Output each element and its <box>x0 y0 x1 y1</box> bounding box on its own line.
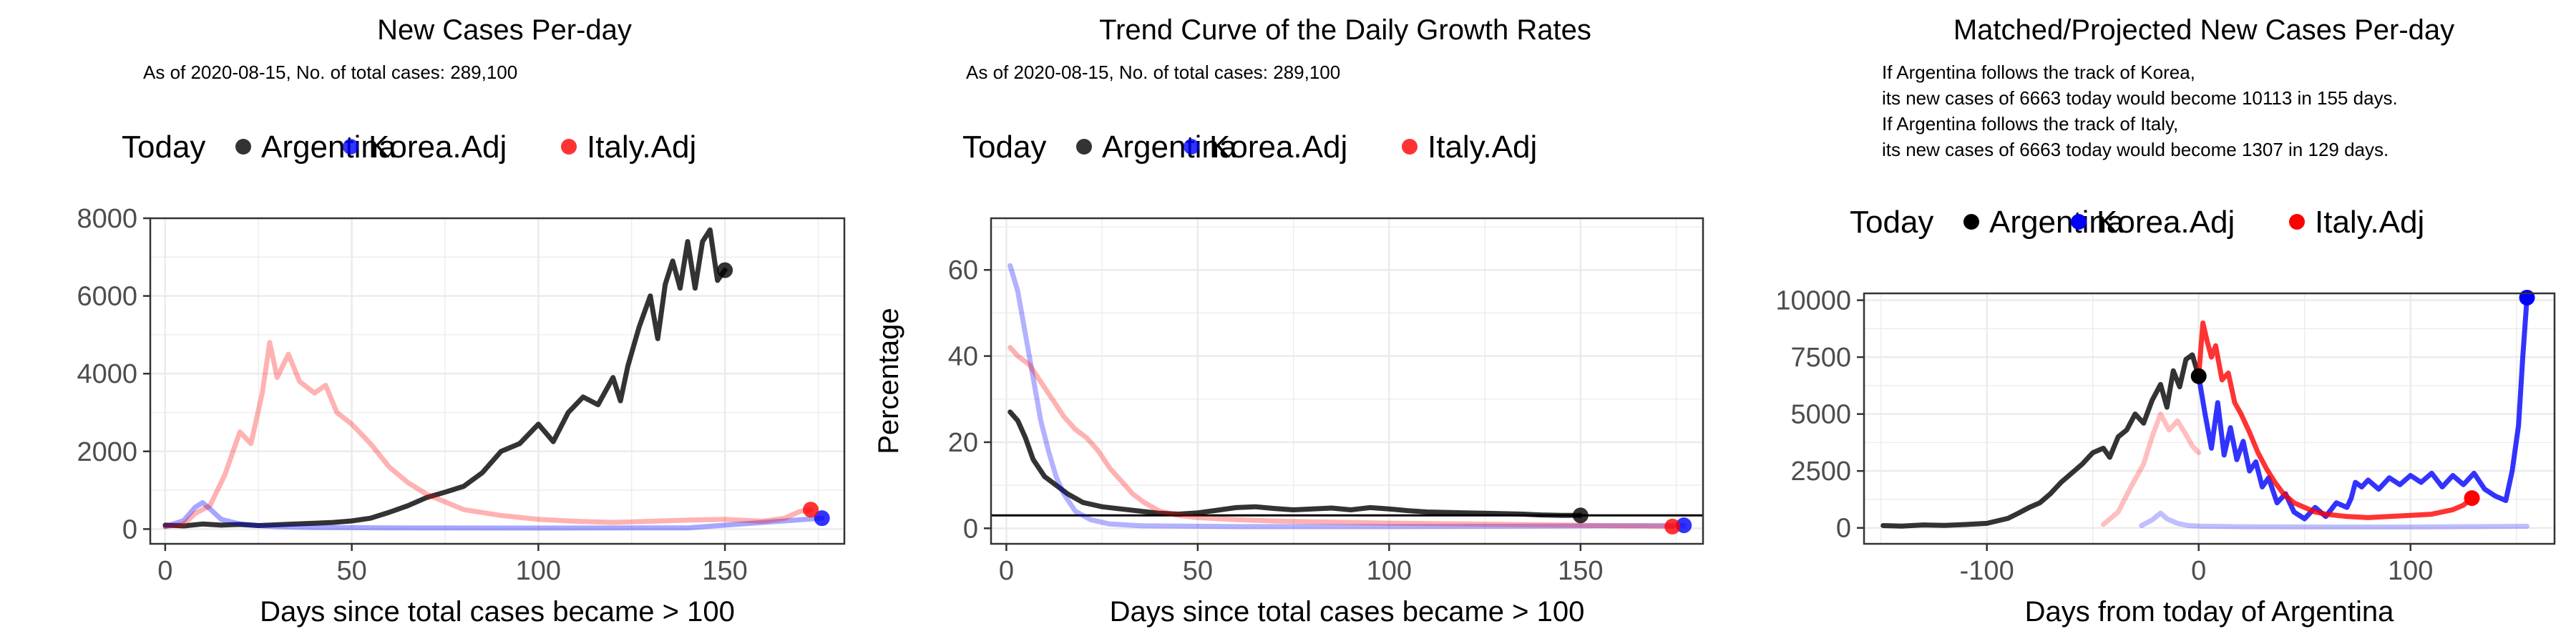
plot-area <box>150 218 844 544</box>
legend-key-argentina <box>235 139 251 155</box>
today-point-argentina <box>1572 507 1589 524</box>
legend-label-argentina: Argentina <box>1102 130 1237 165</box>
today-point-argentina <box>717 262 733 278</box>
legend-key-italy-adj <box>561 139 577 155</box>
series-lines <box>1008 263 1687 530</box>
gridlines <box>150 218 844 544</box>
plot-area <box>1864 293 2555 544</box>
legend-key-argentina <box>1076 139 1092 155</box>
series-line-korea-adj-projected <box>2196 295 2529 522</box>
series-line-italy-adj <box>162 340 814 530</box>
y-tick-label: 5000 <box>1790 400 1851 430</box>
legend-label-argentina: Argentina <box>261 130 396 165</box>
chart-title: Trend Curve of the Daily Growth Rates <box>1099 14 1591 46</box>
today-point-italy-adj-projected <box>2464 490 2480 507</box>
legend-label-korea-adj: Korea.Adj <box>1209 130 1347 165</box>
y-tick-label: 40 <box>948 342 978 372</box>
chart-title: New Cases Per-day <box>377 14 632 46</box>
today-point-korea-adj <box>1676 517 1692 534</box>
y-tick-label: 0 <box>122 514 137 545</box>
today-point-italy-adj <box>1664 518 1681 535</box>
series-line-argentina-observed <box>1880 352 2202 529</box>
legend-key-italy-adj <box>1402 139 1418 155</box>
legend-key-korea-adj <box>2071 214 2087 230</box>
legend-title: Today <box>1850 205 1933 240</box>
x-tick-label: 0 <box>157 556 172 586</box>
series-line-korea-adj <box>1008 263 1687 530</box>
chart-subtitle-line: As of 2020-08-15, No. of total cases: 28… <box>143 62 517 83</box>
x-tick-label: 0 <box>2191 556 2206 586</box>
series-line-korea-adj-matched <box>2139 510 2529 530</box>
y-tick-label: 4000 <box>77 359 137 389</box>
chart-title: Matched/Projected New Cases Per-day <box>1953 14 2454 46</box>
y-tick-label: 2000 <box>77 437 137 467</box>
x-tick-label: 100 <box>1367 556 1412 586</box>
x-tick-label: 150 <box>1558 556 1603 586</box>
chart-subtitle-line: its new cases of 6663 today would become… <box>1882 87 2398 109</box>
legend-label-korea-adj: Korea.Adj <box>369 130 507 165</box>
x-axis-label: Days from today of Argentina <box>2025 596 2395 628</box>
series-lines <box>1880 295 2529 530</box>
gridlines <box>1864 293 2555 544</box>
x-tick-label: 0 <box>999 556 1014 586</box>
y-tick-label: 8000 <box>77 204 137 234</box>
legend-key-argentina <box>1963 214 1979 230</box>
y-tick-label: 6000 <box>77 282 137 312</box>
legend-title: Today <box>122 130 205 165</box>
chart-subtitle-line: If Argentina follows the track of Korea, <box>1882 62 2195 83</box>
y-tick-label: 60 <box>948 255 978 286</box>
plot-frame <box>1863 292 2556 545</box>
x-tick-label: 100 <box>516 556 561 586</box>
plot-frame <box>990 217 1704 545</box>
chart-subtitle-line: If Argentina follows the track of Italy, <box>1882 113 2178 135</box>
legend-key-italy-adj <box>2289 214 2305 230</box>
y-tick-label: 0 <box>963 514 978 544</box>
series-line-korea-adj <box>162 499 825 531</box>
x-tick-label: 50 <box>336 556 366 586</box>
chart-subtitle-line: As of 2020-08-15, No. of total cases: 28… <box>966 62 1340 83</box>
legend-label-argentina: Argentina <box>1989 205 2124 240</box>
y-tick-label: 0 <box>1836 514 1851 544</box>
chart-panel-2: Trend Curve of the Daily Growth Rates As … <box>873 14 1704 628</box>
today-point-italy-adj <box>803 502 819 518</box>
today-point-korea-adj <box>814 510 830 527</box>
legend-label-korea-adj: Korea.Adj <box>2097 205 2235 240</box>
x-axis-label: Days since total cases became > 100 <box>1110 596 1585 628</box>
today-point-korea-adj-projected <box>2519 289 2535 306</box>
y-tick-label: 2500 <box>1790 457 1851 487</box>
series-line-argentina <box>162 227 728 529</box>
chart-subtitle-line: its new cases of 6663 today would become… <box>1882 139 2389 160</box>
series-line-italy-adj <box>1008 345 1675 530</box>
legend-title: Today <box>962 130 1046 165</box>
x-tick-label: 150 <box>702 556 747 586</box>
x-tick-label: -100 <box>1960 556 2014 586</box>
x-tick-label: 100 <box>2388 556 2433 586</box>
chart-panel-1: New Cases Per-day As of 2020-08-15, No. o… <box>77 14 846 628</box>
y-tick-label: 7500 <box>1790 343 1851 373</box>
chart-panel-3: Matched/Projected New Cases Per-day If Ar… <box>1775 14 2556 628</box>
series-line-italy-adj-matched <box>2101 411 2202 527</box>
legend-label-italy-adj: Italy.Adj <box>587 130 696 165</box>
series-line-argentina <box>1008 409 1584 518</box>
series-lines <box>162 227 825 531</box>
legend-key-korea-adj <box>1184 139 1199 155</box>
y-tick-label: 20 <box>948 428 978 458</box>
plot-area <box>991 218 1703 544</box>
legend-label-italy-adj: Italy.Adj <box>1428 130 1537 165</box>
y-tick-label: 10000 <box>1775 286 1851 316</box>
y-axis-label: Percentage <box>873 308 904 454</box>
legend-key-korea-adj <box>343 139 358 155</box>
today-point-argentina-observed <box>2190 368 2207 384</box>
series-line-italy-adj-projected <box>2196 320 2475 520</box>
x-axis-label: Days since total cases became > 100 <box>260 596 735 628</box>
legend-label-italy-adj: Italy.Adj <box>2315 205 2424 240</box>
gridlines <box>991 218 1703 544</box>
plot-frame <box>149 217 846 545</box>
x-tick-label: 50 <box>1183 556 1213 586</box>
